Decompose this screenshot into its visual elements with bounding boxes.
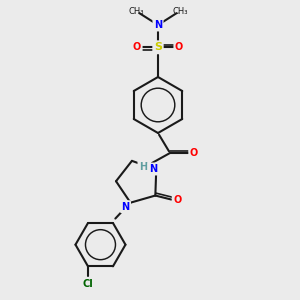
Text: O: O <box>173 194 182 205</box>
Text: O: O <box>190 148 198 158</box>
Text: Cl: Cl <box>82 279 93 289</box>
Text: O: O <box>133 42 141 52</box>
Text: S: S <box>154 42 162 52</box>
Text: O: O <box>175 42 183 52</box>
Text: N: N <box>122 202 130 212</box>
Text: N: N <box>154 20 162 30</box>
Text: N: N <box>149 164 157 174</box>
Text: CH₃: CH₃ <box>128 7 144 16</box>
Text: H: H <box>139 162 147 172</box>
Text: CH₃: CH₃ <box>172 7 188 16</box>
